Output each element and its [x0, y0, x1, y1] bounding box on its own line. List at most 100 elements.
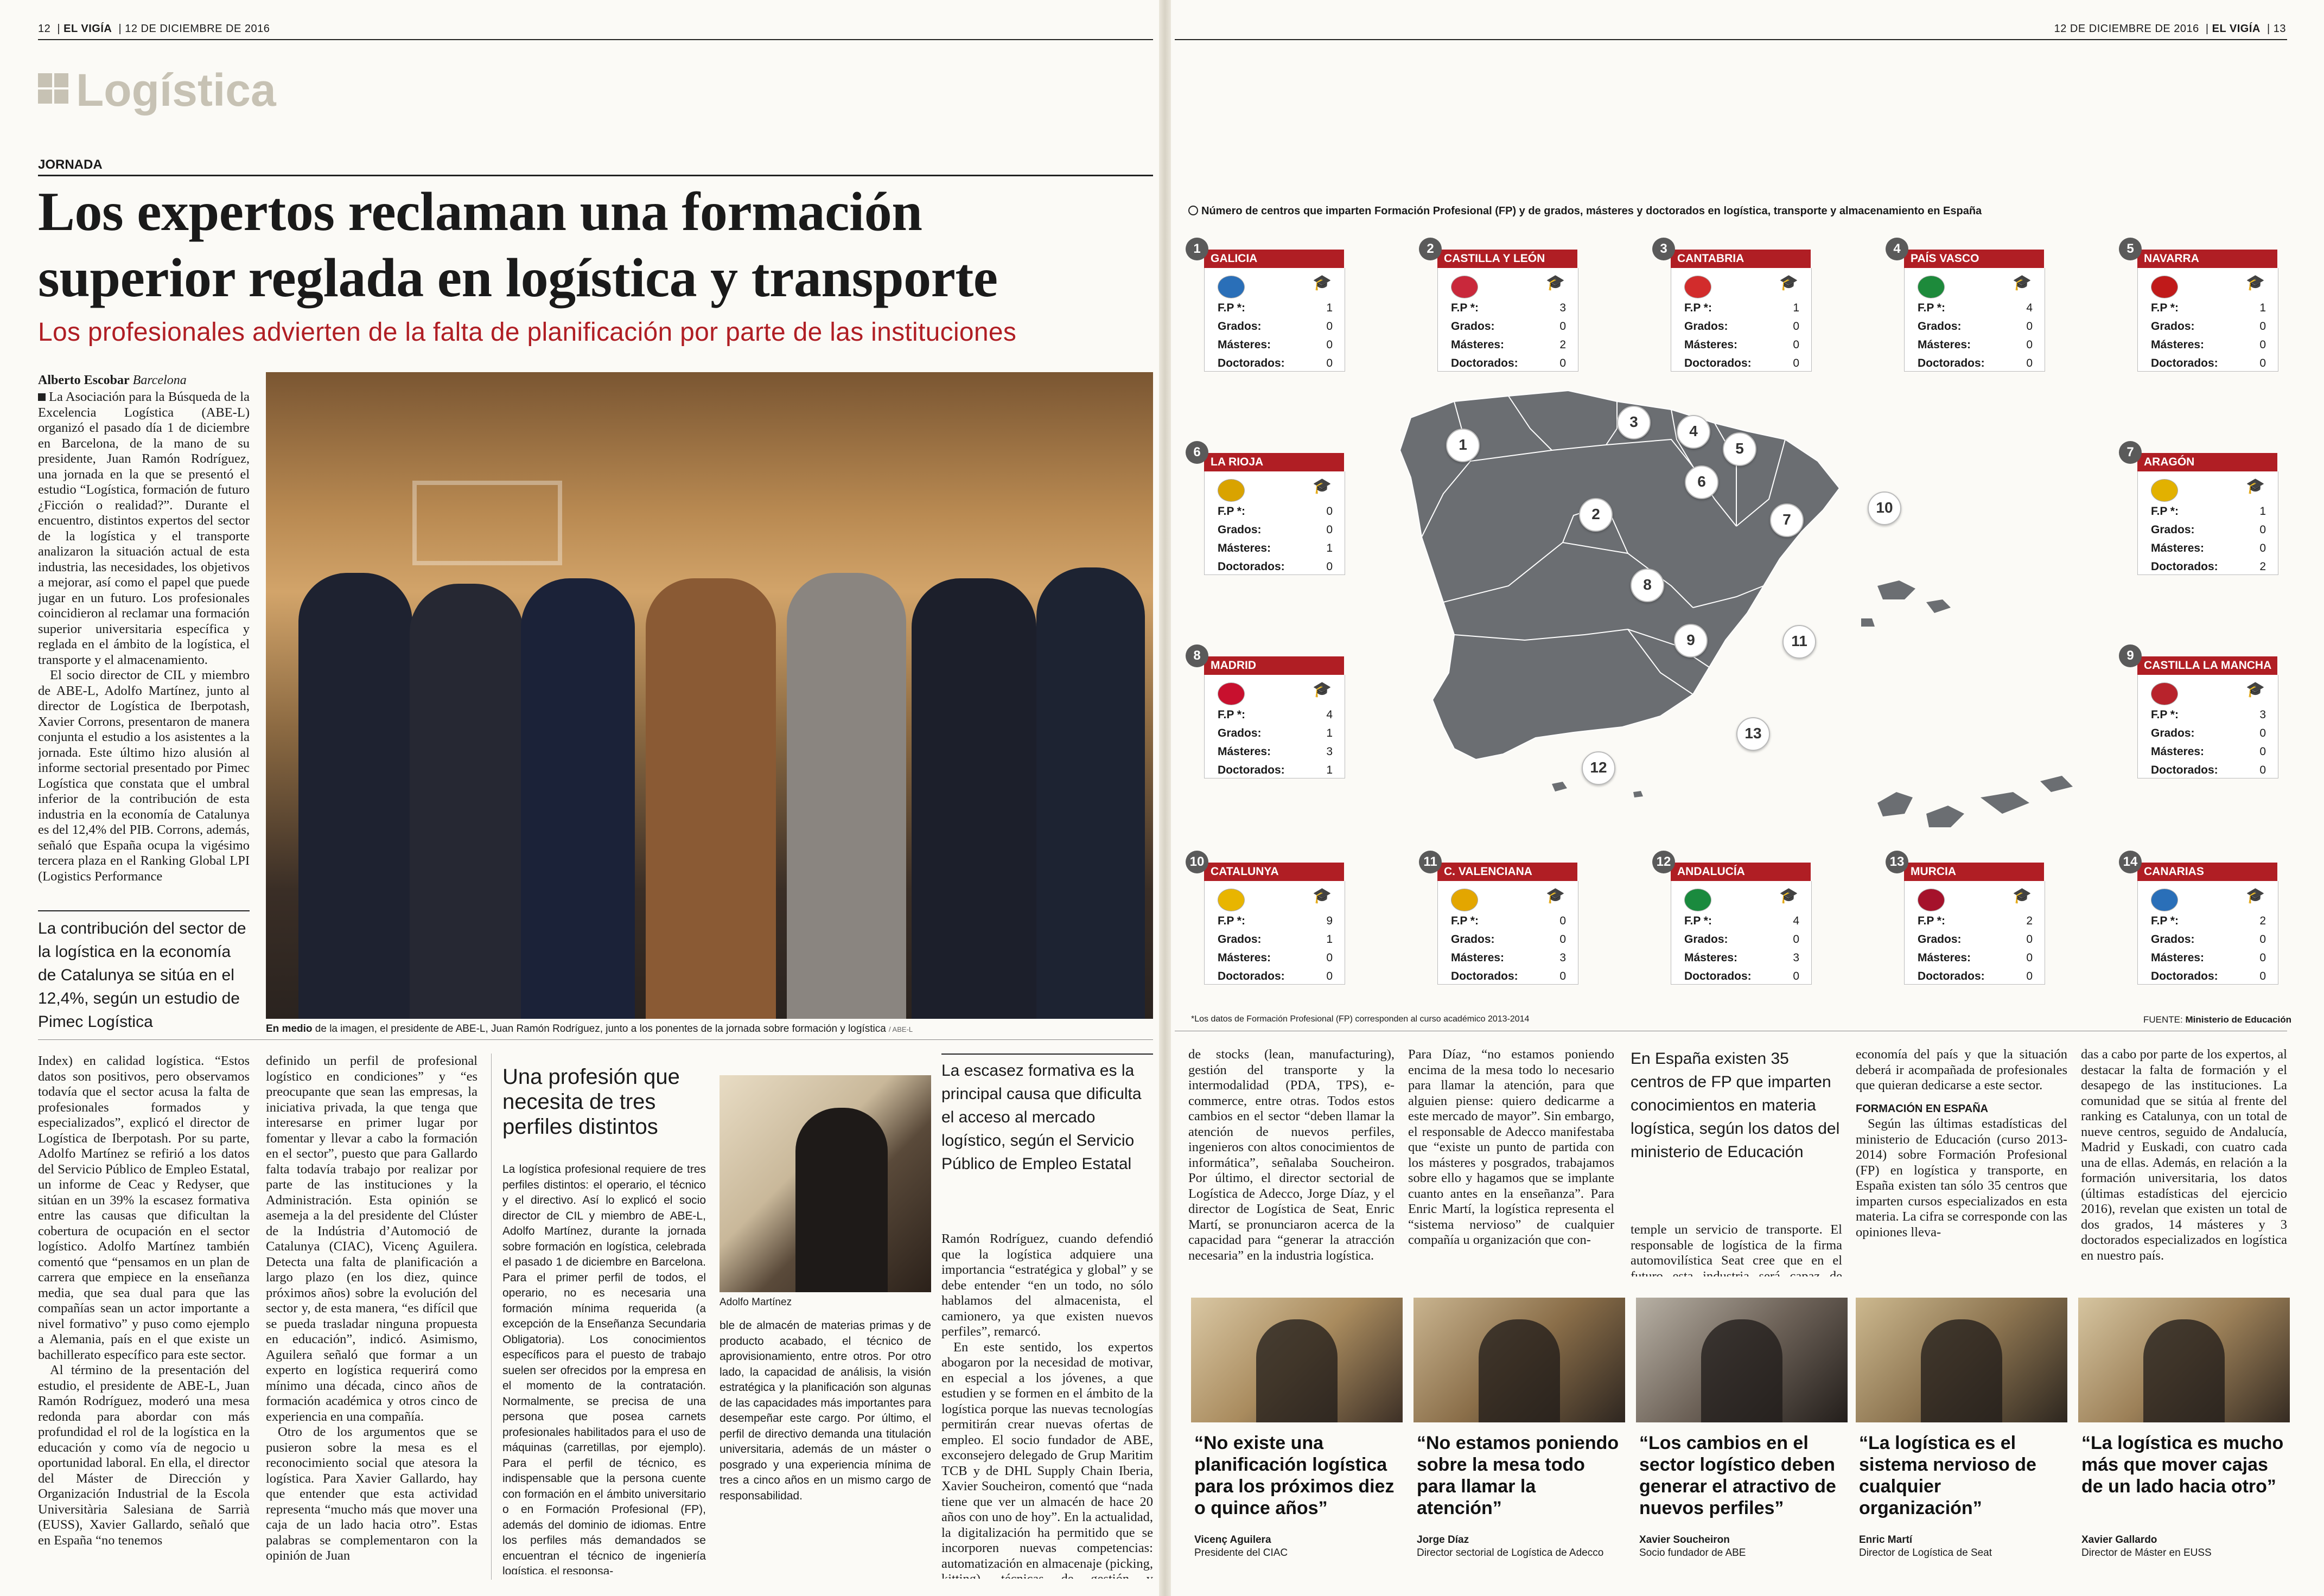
stat-label: F.P *:: [1684, 302, 1712, 314]
stat-label: F.P *:: [1218, 302, 1245, 314]
expert-quote: “La logística es mucho más que mover caj…: [2081, 1433, 2284, 1497]
expert-role: Socio fundador de ABE: [1639, 1547, 1746, 1559]
stat-value: 0: [1326, 505, 1333, 518]
expert-role: Director sectorial de Logística de Adecc…: [1417, 1547, 1604, 1559]
region-number: 8: [1186, 644, 1208, 667]
stat-label: Doctorados:: [1218, 560, 1285, 573]
region-flag-icon: [2151, 682, 2178, 705]
region-stat-row: Grados: 1: [1218, 727, 1333, 740]
region-name: CANTABRIA: [1671, 250, 1811, 268]
region-stat-row: Másteres: 0: [1218, 339, 1333, 352]
region-stat-row: F.P *: 4: [1218, 708, 1333, 722]
region-name: LA RIOJA: [1204, 453, 1344, 471]
region-card-body: 🎓 F.P *: 4 Grados: 0 Másteres: 3 Doctorados: 0: [1671, 881, 1812, 985]
region-number: 1: [1186, 238, 1208, 260]
region-card-body: 🎓 F.P *: 1 Grados: 0 Másteres: 0 Doctorados: 0: [1204, 268, 1345, 372]
region-stat-row: F.P *: 3: [1451, 302, 1566, 315]
headline-line-1: Los expertos reclaman una formación: [38, 181, 922, 242]
graduation-cap-icon: 🎓: [2013, 273, 2032, 291]
region-stat-row: Doctorados: 0: [2151, 764, 2266, 777]
stat-value: 0: [1559, 320, 1566, 333]
expert-name: Enric Martí: [1859, 1534, 1913, 1546]
sidebar-box: Una profesión que necesita de tres perfi…: [491, 1054, 942, 1580]
sidebar-body-2: ble de almacén de materias primas y de p…: [720, 1319, 931, 1502]
stat-label: Másteres:: [1918, 339, 1971, 351]
region-card-body: 🎓 F.P *: 0 Grados: 0 Másteres: 1 Doctorados: 0: [1204, 471, 1345, 575]
caption-text: de la imagen, el presidente de ABE-L, Ju…: [315, 1023, 886, 1035]
region-number: 11: [1419, 851, 1442, 873]
region-stat-row: Grados: 0: [2151, 727, 2266, 740]
stat-value: 0: [2259, 764, 2266, 776]
article-column-2: Index) en calidad logística. “Estos dato…: [38, 1054, 250, 1580]
stat-label: Doctorados:: [1218, 357, 1285, 369]
date-right: 12 DE DICIEMBRE DE 2016: [2054, 23, 2199, 35]
region-name: CANARIAS: [2137, 863, 2277, 881]
stat-label: F.P *:: [1451, 915, 1479, 927]
region-number: 3: [1652, 238, 1675, 260]
region-stat-row: Másteres: 0: [1918, 339, 2033, 352]
infographic-title: Número de centros que imparten Formación…: [1188, 205, 2284, 218]
region-stat-row: Doctorados: 0: [1218, 357, 1333, 370]
region-card: CASTILLA LA MANCHA 🎓 F.P *: 3 Grados: 0 Máster…: [2119, 644, 2278, 781]
stat-label: Másteres:: [1684, 952, 1738, 964]
stat-label: Másteres:: [1218, 339, 1271, 351]
region-stat-row: Doctorados: 0: [1218, 560, 1333, 573]
article-kicker: JORNADA: [38, 157, 103, 172]
stat-value: 3: [1793, 952, 1799, 964]
stat-label: Doctorados:: [1684, 357, 1752, 369]
region-card-body: 🎓 F.P *: 1 Grados: 0 Másteres: 0 Doctorados: 0: [1671, 268, 1812, 372]
stat-value: 1: [1326, 302, 1333, 314]
map-marker-4: 4: [1677, 415, 1710, 449]
map-marker-8: 8: [1631, 569, 1664, 602]
region-stat-row: Grados: 0: [1684, 320, 1799, 333]
region-stat-row: Másteres: 0: [2151, 952, 2266, 965]
region-stat-row: Doctorados: 0: [1918, 357, 2033, 370]
sidebar-photo-caption: Adolfo Martínez: [720, 1297, 792, 1308]
region-stat-row: Másteres: 3: [1218, 745, 1333, 758]
region-stat-row: Grados: 0: [1218, 524, 1333, 537]
stat-value: 0: [1326, 339, 1333, 351]
region-number: 7: [2119, 441, 2142, 464]
stat-label: Másteres:: [1918, 952, 1971, 964]
region-card: LA RIOJA 🎓 F.P *: 0 Grados: 0 Másteres: 1 Doctor…: [1186, 441, 1345, 578]
region-card-body: 🎓 F.P *: 9 Grados: 1 Másteres: 0 Doctorados: 0: [1204, 881, 1345, 985]
article-column-6: de stocks (lean, manufacturing), gestión…: [1188, 1047, 1395, 1275]
stat-value: 3: [1326, 745, 1333, 758]
stat-label: F.P *:: [2151, 708, 2179, 721]
article-column-10: das a cabo por parte de los expertos, al…: [2081, 1047, 2287, 1275]
graduation-cap-icon: 🎓: [2246, 273, 2265, 291]
expert-quote-card: “Los cambios en el sector logístico debe…: [1636, 1298, 1848, 1580]
sidebar-title: Una profesión que necesita de tres perfi…: [502, 1065, 680, 1139]
stat-label: Másteres:: [1218, 745, 1271, 758]
expert-role: Presidente del CIAC: [1194, 1547, 1288, 1559]
region-card: MADRID 🎓 F.P *: 4 Grados: 1 Másteres: 3 Doctorad…: [1186, 644, 1345, 781]
header-rule-right: [1175, 39, 2287, 40]
stat-value: 0: [2259, 357, 2266, 369]
stat-value: 1: [2259, 505, 2266, 518]
region-stat-row: Grados: 0: [2151, 320, 2266, 333]
graduation-cap-icon: 🎓: [1546, 273, 1565, 291]
stat-value: 9: [1326, 915, 1333, 927]
region-stat-row: Másteres: 3: [1451, 952, 1566, 965]
stat-value: 0: [1326, 320, 1333, 333]
stat-value: 0: [2026, 320, 2033, 333]
region-flag-icon: [1218, 276, 1245, 298]
stat-label: Grados:: [1451, 933, 1495, 946]
stat-value: 0: [1559, 970, 1566, 982]
stat-label: Másteres:: [1218, 952, 1271, 964]
region-stat-row: Grados: 0: [1451, 933, 1566, 946]
expert-quote: “Los cambios en el sector logístico debe…: [1639, 1433, 1836, 1518]
headline-line-2: superior reglada en logística y transpor…: [38, 247, 998, 309]
col2-para-2: Al término de la presentación del estudi…: [38, 1363, 250, 1548]
paper-name-left: EL VIGÍA: [63, 23, 112, 35]
stat-value: 0: [2259, 933, 2266, 946]
col1-para-2: El socio director de CIL y miembro de AB…: [38, 668, 250, 884]
stat-label: Doctorados:: [2151, 764, 2218, 776]
stat-value: 0: [2259, 970, 2266, 982]
map-marker-1: 1: [1446, 429, 1480, 462]
region-name: GALICIA: [1204, 250, 1344, 268]
expert-quote-card: “No estamos poniendo sobre la mesa todo …: [1413, 1298, 1625, 1580]
col9-para-2: Según las últimas estadísticas del minis…: [1856, 1116, 2067, 1240]
stat-label: Grados:: [2151, 933, 2195, 946]
region-stat-row: Másteres: 0: [2151, 339, 2266, 352]
